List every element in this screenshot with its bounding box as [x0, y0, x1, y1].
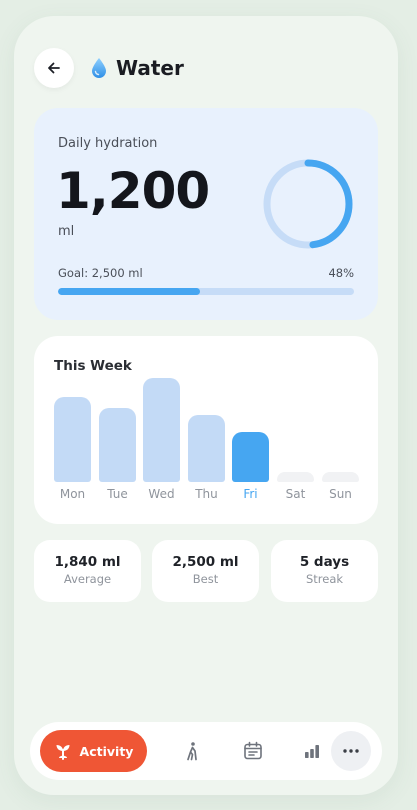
nav-activity-label: Activity — [79, 743, 134, 759]
week-bar-fill — [232, 432, 269, 482]
day-label-thu: Thu — [195, 487, 218, 501]
nav-more-button[interactable] — [331, 731, 371, 771]
day-label-tue: Tue — [107, 487, 128, 501]
calendar-icon — [244, 741, 262, 760]
week-bar-sat[interactable] — [277, 378, 314, 482]
sprout-icon — [56, 745, 70, 760]
progress-bar-fill — [58, 288, 201, 295]
stat-best: 2,500 ml Best — [152, 540, 259, 602]
day-label-fri: Fri — [243, 487, 258, 501]
bottom-nav: Activity — [30, 722, 382, 780]
day-label-sat: Sat — [285, 487, 306, 501]
stat-streak: 5 days Streak — [271, 540, 378, 602]
week-bar-thu[interactable] — [188, 378, 225, 482]
week-bar-fill — [322, 472, 359, 482]
week-bar-wed[interactable] — [143, 378, 180, 482]
week-bar-tue[interactable] — [99, 378, 136, 482]
stat-value: 5 days — [299, 554, 350, 570]
day-label-wed: Wed — [148, 487, 175, 501]
page-title: Water — [116, 56, 184, 80]
stat-label: Average — [63, 572, 112, 586]
page-header: Water — [90, 54, 184, 82]
week-bar-fri[interactable] — [232, 378, 269, 482]
water-drop-icon — [92, 58, 106, 78]
week-bar-sun[interactable] — [322, 378, 359, 482]
back-button[interactable] — [34, 48, 74, 88]
progress-ring-arc — [263, 159, 353, 249]
day-label-sun: Sun — [329, 487, 352, 501]
nav-activity-button[interactable]: Activity — [40, 730, 147, 772]
stat-value: 1,840 ml — [54, 554, 121, 570]
hydration-label: Daily hydration — [58, 136, 158, 151]
week-bar-fill — [99, 408, 136, 482]
stat-value: 2,500 ml — [172, 554, 239, 570]
week-bar-fill — [188, 415, 225, 482]
week-bar-mon[interactable] — [54, 378, 91, 482]
nav-walk-button[interactable] — [180, 739, 204, 763]
stat-average: 1,840 ml Average — [34, 540, 141, 602]
bar-chart-icon — [305, 745, 319, 758]
stat-label: Streak — [305, 572, 344, 586]
week-bars — [54, 376, 359, 482]
this-week-card: This Week Mon Tue Wed Thu Fri Sat Sun — [34, 336, 378, 524]
percent-text: 48% — [328, 266, 354, 280]
hydration-unit: ml — [58, 224, 75, 239]
goal-text: Goal: 2,500 ml — [58, 266, 143, 280]
hydration-value: 1,200 — [56, 162, 210, 220]
day-label-mon: Mon — [59, 487, 86, 501]
week-bar-fill — [277, 472, 314, 482]
stat-label: Best — [192, 572, 219, 586]
week-bar-fill — [54, 397, 91, 482]
daily-hydration-card: Daily hydration 1,200 ml Goal: 2,500 ml … — [34, 108, 378, 320]
walking-icon — [187, 742, 197, 761]
arrow-left-icon — [48, 62, 60, 74]
app-screen: Water Daily hydration 1,200 ml Goal: 2,5… — [14, 16, 398, 795]
nav-calendar-button[interactable] — [241, 739, 265, 763]
progress-ring — [263, 159, 353, 249]
week-day-labels: Mon Tue Wed Thu Fri Sat Sun — [54, 487, 359, 503]
progress-bar — [58, 288, 354, 295]
week-bar-fill — [143, 378, 180, 482]
more-icon — [343, 749, 359, 753]
nav-stats-button[interactable] — [300, 739, 324, 763]
week-title: This Week — [54, 358, 132, 374]
